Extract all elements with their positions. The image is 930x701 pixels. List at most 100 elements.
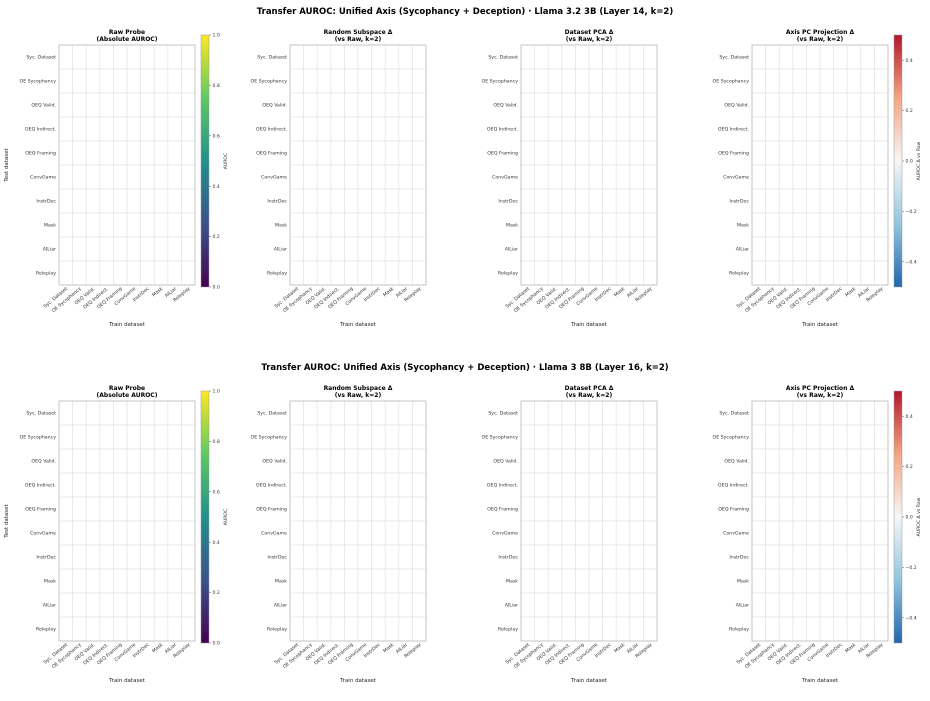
colorbar-tick: 0.0 — [213, 641, 220, 647]
y-tick-label: ConvGame — [30, 175, 56, 181]
colorbar-tick: 0.4 — [906, 414, 913, 420]
figure-title: Transfer AUROC: Unified Axis (Sycophancy… — [261, 363, 668, 373]
y-tick-label: AILiar — [274, 603, 287, 609]
y-tick-label: Syc. Dataset — [257, 411, 287, 417]
y-axis-label: Test dataset — [4, 503, 10, 538]
y-tick-label: OEQ Framing — [25, 507, 56, 513]
colorbar-tick: 0.6 — [213, 489, 220, 495]
y-tick-label: InstrDec — [36, 199, 56, 205]
y-tick-label: Syc. Dataset — [26, 55, 56, 61]
y-tick-label: Mask — [44, 579, 56, 585]
x-tick-label: Mask — [151, 642, 164, 655]
y-tick-label: OEQ Framing — [718, 151, 749, 157]
y-tick-label: InstrDec — [267, 555, 287, 561]
panel-title: (Absolute AUROC) — [97, 36, 158, 43]
x-tick-label: Mask — [844, 642, 857, 655]
panel-title: Raw Probe — [109, 385, 145, 392]
colorbar-label: AUROC — [223, 153, 229, 170]
colorbar-tick: 0.0 — [906, 159, 913, 165]
x-axis-label: Train dataset — [801, 678, 839, 684]
panel-title: (vs Raw, k=2) — [335, 36, 382, 43]
y-tick-label: AILiar — [505, 247, 518, 253]
heatmap-panel: Raw Probe(Absolute AUROC) Syc. Dataset OE … — [4, 385, 229, 684]
heatmap-panel: Raw Probe(Absolute AUROC) Syc. Dataset OE … — [4, 29, 229, 328]
y-tick-label: OEQ Valid. — [493, 103, 518, 109]
y-tick-label: OE Sycophancy — [251, 435, 288, 441]
y-tick-label: OE Sycophancy — [482, 79, 519, 85]
y-tick-label: Roleplay — [729, 627, 749, 633]
y-tick-label: OEQ Valid. — [493, 459, 518, 465]
panel-title: Axis PC Projection Δ — [786, 385, 855, 392]
y-tick-label: Roleplay — [267, 627, 287, 633]
y-tick-label: OEQ Framing — [25, 151, 56, 157]
colorbar-tick: −0.4 — [906, 259, 917, 265]
y-tick-label: ConvGame — [723, 175, 749, 181]
y-tick-label: Syc. Dataset — [488, 55, 518, 61]
colorbar-label: AUROC — [223, 509, 229, 526]
x-tick-label: Mask — [613, 286, 626, 299]
y-tick-label: AILiar — [505, 603, 518, 609]
colorbar-tick: 0.4 — [213, 184, 220, 190]
colorbar — [893, 34, 903, 288]
heatmap-panel: Random Subspace Δ(vs Raw, k=2) Syc. Datas… — [251, 29, 427, 328]
y-tick-label: OE Sycophancy — [251, 79, 288, 85]
heatmap-panel: Axis PC Projection Δ(vs Raw, k=2) Syc. Da… — [713, 385, 922, 684]
y-tick-label: OEQ Framing — [487, 151, 518, 157]
colorbar-tick: −0.2 — [906, 209, 917, 215]
x-tick-label: Mask — [613, 642, 626, 655]
x-tick-label: Mask — [151, 286, 164, 299]
y-tick-label: OE Sycophancy — [482, 435, 519, 441]
y-tick-label: Mask — [506, 223, 518, 229]
figure-title: Transfer AUROC: Unified Axis (Sycophancy… — [257, 7, 674, 17]
panel-title: Dataset PCA Δ — [565, 385, 614, 392]
y-tick-label: ConvGame — [261, 175, 287, 181]
y-tick-label: Roleplay — [267, 271, 287, 277]
x-axis-label: Train dataset — [570, 322, 608, 328]
colorbar-tick: 0.8 — [213, 439, 220, 445]
y-axis-label: Test dataset — [4, 147, 10, 182]
heatmap-panel: Dataset PCA Δ(vs Raw, k=2) Syc. Dataset OE… — [482, 385, 658, 684]
y-tick-label: OE Sycophancy — [713, 79, 750, 85]
colorbar — [200, 390, 210, 644]
heatmap-panel: Random Subspace Δ(vs Raw, k=2) Syc. Datas… — [251, 385, 427, 684]
y-tick-label: OE Sycophancy — [20, 435, 57, 441]
y-tick-label: Syc. Dataset — [719, 411, 749, 417]
y-tick-label: AILiar — [274, 247, 287, 253]
y-tick-label: ConvGame — [492, 175, 518, 181]
y-tick-label: OE Sycophancy — [20, 79, 57, 85]
y-tick-label: OEQ Valid. — [262, 103, 287, 109]
x-axis-label: Train dataset — [339, 322, 377, 328]
colorbar-tick: 0.2 — [906, 464, 913, 470]
heatmap-panel: Axis PC Projection Δ(vs Raw, k=2) Syc. Da… — [713, 29, 922, 328]
y-tick-label: OEQ Framing — [487, 507, 518, 513]
colorbar-tick: −0.2 — [906, 565, 917, 571]
panel-title: (vs Raw, k=2) — [335, 392, 382, 399]
panel-title: Raw Probe — [109, 29, 145, 36]
colorbar — [200, 34, 210, 288]
x-tick-label: Mask — [844, 286, 857, 299]
y-tick-label: Mask — [44, 223, 56, 229]
y-tick-label: Mask — [737, 579, 749, 585]
y-tick-label: AILiar — [736, 247, 749, 253]
y-tick-label: OEQ Indirect. — [256, 483, 287, 489]
panel-title: (Absolute AUROC) — [97, 392, 158, 399]
panel-title: Axis PC Projection Δ — [786, 29, 855, 36]
y-tick-label: Roleplay — [36, 271, 56, 277]
x-axis-label: Train dataset — [108, 322, 146, 328]
y-tick-label: OEQ Indirect. — [718, 483, 749, 489]
y-tick-label: OEQ Indirect. — [25, 483, 56, 489]
colorbar-tick: 0.4 — [906, 58, 913, 64]
y-tick-label: OEQ Indirect. — [256, 127, 287, 133]
y-tick-label: OEQ Framing — [718, 507, 749, 513]
x-tick-label: Mask — [382, 642, 395, 655]
x-axis-label: Train dataset — [339, 678, 377, 684]
y-tick-label: Mask — [275, 579, 287, 585]
colorbar-tick: 0.0 — [213, 285, 220, 291]
y-tick-label: InstrDec — [36, 555, 56, 561]
colorbar-tick: 1.0 — [213, 389, 220, 395]
y-tick-label: OE Sycophancy — [713, 435, 750, 441]
panel-title: (vs Raw, k=2) — [797, 36, 844, 43]
y-tick-label: Syc. Dataset — [719, 55, 749, 61]
y-tick-label: Roleplay — [498, 627, 518, 633]
